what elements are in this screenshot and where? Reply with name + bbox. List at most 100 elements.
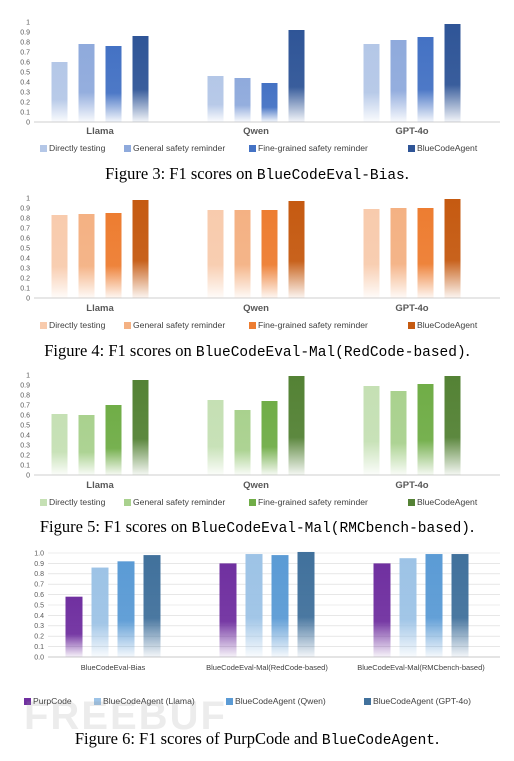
caption-period: . (435, 729, 440, 748)
bar-purpcode-bluecodeeval-mal-rmcbench-based (373, 563, 391, 657)
caption-period: . (470, 517, 475, 536)
y-tick-label: 0.9 (34, 561, 44, 568)
bar-bluecodeagent-qwen (288, 376, 305, 475)
bar-bluecodeagent-llama (132, 380, 149, 475)
bar-bluecodeagent-qwen (288, 201, 305, 298)
y-tick-label: 0.7 (34, 582, 44, 589)
caption-figure-4: Figure 4: F1 scores on BlueCodeEval-Mal(… (0, 341, 514, 361)
y-tick-label: 0.4 (20, 432, 30, 439)
bar-directly-testing-qwen (207, 210, 224, 298)
caption-text: Figure 4: F1 scores on (44, 341, 196, 360)
y-tick-label: 0.1 (20, 285, 30, 292)
legend-swatch (124, 322, 131, 329)
caption-figure-5: Figure 5: F1 scores on BlueCodeEval-Mal(… (0, 517, 514, 537)
chart-mal-rmcbench: 0 0.1 0.2 0.3 0.4 0.5 0.6 0.7 0.8 0.9 1 Llama Qwen GP… (20, 372, 500, 507)
caption-text: Figure 6: F1 scores of PurpCode and (74, 729, 322, 748)
bar-fine-grained-safety-reminder-llama (105, 405, 122, 475)
y-tick-label: 0 (26, 119, 30, 126)
y-tick-label: 0.9 (20, 29, 30, 36)
y-tick-label: 0.1 (34, 644, 44, 651)
bar-general-safety-reminder-qwen (234, 78, 251, 122)
legend-label: Fine-grained safety reminder (258, 143, 368, 153)
legend-swatch (124, 499, 131, 506)
y-tick-label: 1.0 (34, 550, 44, 557)
bar-fine-grained-safety-reminder-qwen (261, 83, 278, 122)
bar-bluecodeagent-gpt-4o-bluecodeeval-mal-redcode-based (297, 551, 315, 657)
bar-directly-testing-llama (51, 62, 68, 122)
y-tick-label: 0.3 (34, 623, 44, 630)
y-tick-label: 0.5 (20, 69, 30, 76)
legend-label: General safety reminder (133, 320, 225, 330)
legend-swatch (40, 145, 47, 152)
bar-general-safety-reminder-llama (78, 214, 95, 298)
category-label: Qwen (243, 126, 269, 137)
y-tick-label: 0.8 (20, 392, 30, 399)
bar-directly-testing-llama (51, 414, 68, 475)
y-tick-label: 0.3 (20, 265, 30, 272)
legend-swatch (249, 499, 256, 506)
chart-mal-redcode: 0 0.1 0.2 0.3 0.4 0.5 0.6 0.7 0.8 0.9 1 Llama Qwen GP… (20, 195, 500, 330)
y-tick-label: 0 (26, 472, 30, 479)
y-tick-label: 0.6 (34, 592, 44, 599)
legend-label: Directly testing (49, 320, 106, 330)
category-label: BlueCodeEval-Bias (81, 663, 146, 672)
bar-bluecodeagent-llama (132, 200, 149, 298)
category-label: GPT-4o (395, 126, 428, 137)
bar-fine-grained-safety-reminder-gpt-4o (417, 208, 434, 298)
legend-swatch (249, 145, 256, 152)
legend-label: BlueCodeAgent (417, 320, 478, 330)
caption-dataset: BlueCodeAgent (321, 733, 436, 749)
y-tick-label: 0.2 (20, 99, 30, 106)
legend-label: General safety reminder (133, 497, 225, 507)
y-tick-label: 0.6 (20, 59, 30, 66)
y-tick-label: 0.0 (34, 654, 44, 661)
legend-label: BlueCodeAgent (417, 497, 478, 507)
bar-directly-testing-qwen (207, 76, 224, 122)
y-tick-label: 0.4 (20, 255, 30, 262)
bar-bluecodeagent-qwen-bluecodeeval-bias (117, 561, 135, 657)
y-tick-label: 0.4 (34, 613, 44, 620)
bar-bluecodeagent-llama-bluecodeeval-bias (91, 567, 109, 657)
bar-bluecodeagent-llama-bluecodeeval-mal-rmcbench-based (399, 558, 417, 657)
y-tick-label: 0.8 (34, 571, 44, 578)
category-label: Qwen (243, 303, 269, 314)
caption-text: Figure 3: F1 scores on (105, 164, 257, 183)
legend-label: Fine-grained safety reminder (258, 320, 368, 330)
y-tick-label: 1 (26, 19, 30, 26)
legend-swatch (408, 145, 415, 152)
bar-general-safety-reminder-llama (78, 44, 95, 122)
bar-general-safety-reminder-llama (78, 415, 95, 475)
bar-directly-testing-gpt-4o (363, 44, 380, 122)
caption-figure-3: Figure 3: F1 scores on BlueCodeEval-Bias… (0, 164, 514, 184)
bar-general-safety-reminder-gpt-4o (390, 40, 407, 122)
category-label: BlueCodeEval-Mal(RMCbench-based) (357, 663, 485, 672)
bar-fine-grained-safety-reminder-gpt-4o (417, 384, 434, 475)
legend-swatch (408, 499, 415, 506)
bar-general-safety-reminder-qwen (234, 410, 251, 475)
legend-swatch (124, 145, 131, 152)
bar-bluecodeagent-qwen-bluecodeeval-mal-redcode-based (271, 555, 289, 657)
bar-bluecodeagent-qwen-bluecodeeval-mal-rmcbench-based (425, 554, 443, 657)
y-tick-label: 0 (26, 295, 30, 302)
caption-dataset: BlueCodeEval-Mal(RedCode-based) (195, 345, 466, 361)
caption-figure-6: Figure 6: F1 scores of PurpCode and Blue… (0, 729, 514, 749)
caption-period: . (404, 164, 409, 183)
legend-swatch (249, 322, 256, 329)
y-tick-label: 0.7 (20, 49, 30, 56)
bar-fine-grained-safety-reminder-qwen (261, 401, 278, 475)
category-label: Llama (86, 126, 114, 137)
bar-general-safety-reminder-gpt-4o (390, 391, 407, 475)
legend-label: BlueCodeAgent (Qwen) (235, 696, 326, 706)
bar-bluecodeagent-gpt-4o (444, 24, 461, 122)
caption-dataset: BlueCodeEval-Mal(RMCbench-based) (191, 521, 471, 537)
y-tick-label: 1 (26, 195, 30, 202)
legend-swatch (24, 698, 31, 705)
bar-general-safety-reminder-qwen (234, 210, 251, 298)
legend-label: Directly testing (49, 143, 106, 153)
chart-purpcode-comparison: 0.0 0.1 0.2 0.3 0.4 0.5 0.6 0.7 0.8 0.9 1.0 BlueCod… (24, 550, 500, 706)
legend-swatch (364, 698, 371, 705)
chart-bias: 0 0.1 0.2 0.3 0.4 0.5 0.6 0.7 0.8 0.9 1 Llama Qwen GP… (20, 19, 500, 153)
y-tick-label: 0.7 (20, 402, 30, 409)
